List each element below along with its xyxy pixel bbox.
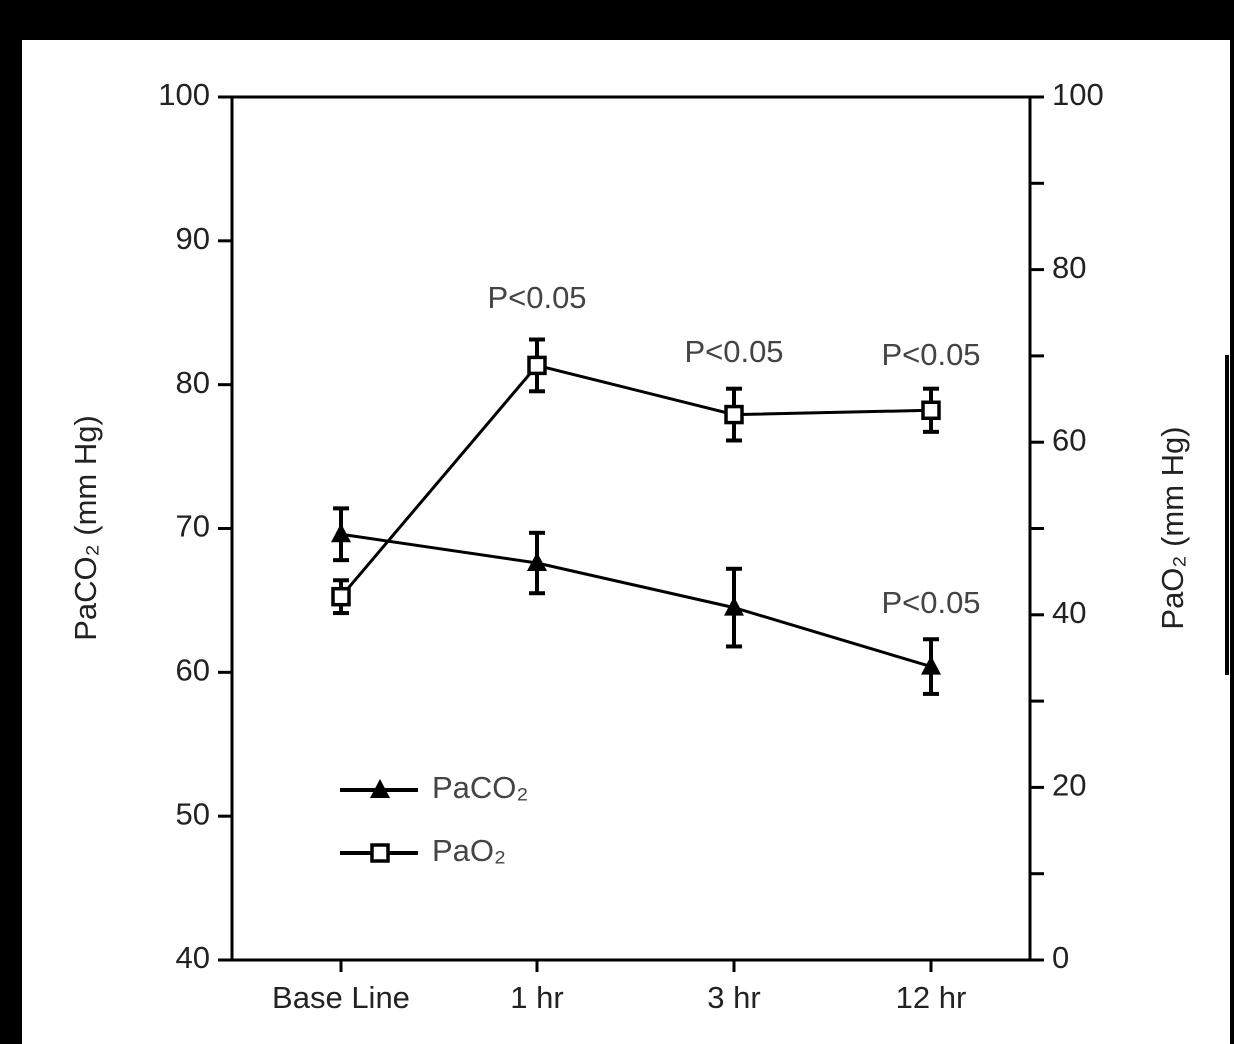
annotation: P<0.05 (684, 334, 783, 369)
x-tick-label: 3 hr (707, 980, 760, 1015)
y-tick-label: 60 (176, 653, 210, 688)
data-point (331, 586, 351, 607)
annotation: P<0.05 (881, 337, 980, 372)
data-point (331, 523, 351, 543)
y2-tick-label: 60 (1052, 422, 1086, 457)
y-tick-label: 70 (176, 509, 210, 544)
y2-tick-label: 40 (1052, 595, 1086, 630)
series-line (340, 532, 932, 669)
y-tick-label: 50 (176, 796, 210, 831)
data-point (921, 655, 941, 675)
legend-marker (370, 779, 390, 798)
y-tick-label: 40 (176, 940, 210, 975)
y-tick-label: 90 (176, 221, 210, 256)
x-tick-label: 12 hr (896, 980, 967, 1015)
annotation: P<0.05 (881, 585, 980, 620)
data-point (527, 355, 547, 376)
x-tick-label: 1 hr (510, 980, 563, 1015)
data-point (527, 552, 547, 572)
frame (0, 0, 22, 1044)
x-tick-label: Base Line (272, 980, 410, 1015)
y2-tick-label: 80 (1052, 250, 1086, 285)
data-point (724, 596, 744, 616)
series-line (339, 363, 932, 598)
y-tick-label: 80 (176, 365, 210, 400)
frame (1230, 0, 1234, 1044)
legend-marker (370, 843, 390, 863)
annotation: P<0.05 (487, 280, 586, 315)
plot-frame (230, 95, 1032, 962)
legend-label: PaO₂ (432, 833, 506, 868)
frame (0, 0, 1234, 40)
legend-label: PaCO₂ (432, 770, 528, 805)
y-tick-label: 100 (158, 77, 210, 112)
y2-tick-label: 20 (1052, 768, 1086, 803)
y2-tick-label: 0 (1052, 940, 1069, 975)
y2-tick-label: 100 (1052, 77, 1104, 112)
y2-axis-label: PaO₂ (mm Hg) (1155, 426, 1190, 629)
data-point (724, 404, 744, 425)
frame (1225, 355, 1229, 675)
y-axis-label: PaCO₂ (mm Hg) (68, 415, 103, 641)
data-point (921, 400, 941, 421)
